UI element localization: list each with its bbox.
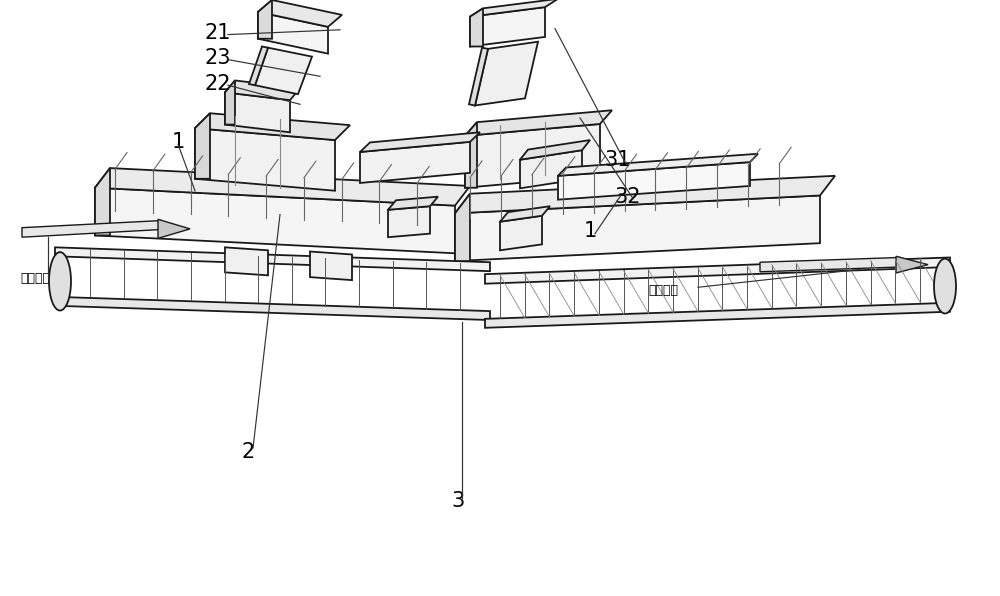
Polygon shape xyxy=(896,256,928,273)
Text: 23: 23 xyxy=(205,48,231,69)
Polygon shape xyxy=(55,247,490,271)
Text: 1: 1 xyxy=(171,132,185,152)
Polygon shape xyxy=(95,188,455,253)
Polygon shape xyxy=(465,110,612,136)
Polygon shape xyxy=(225,80,300,100)
Polygon shape xyxy=(465,124,600,188)
Polygon shape xyxy=(455,195,820,261)
Polygon shape xyxy=(258,0,272,39)
Polygon shape xyxy=(520,150,582,188)
Polygon shape xyxy=(455,194,470,261)
Text: 3: 3 xyxy=(451,491,465,511)
Polygon shape xyxy=(22,221,162,237)
Text: 32: 32 xyxy=(615,187,641,207)
Polygon shape xyxy=(470,7,545,46)
Polygon shape xyxy=(558,162,750,200)
Polygon shape xyxy=(195,113,350,140)
Ellipse shape xyxy=(934,259,956,313)
Polygon shape xyxy=(360,132,480,152)
Polygon shape xyxy=(195,128,335,191)
Polygon shape xyxy=(225,92,290,132)
Polygon shape xyxy=(158,219,190,238)
Polygon shape xyxy=(465,122,477,188)
Polygon shape xyxy=(469,48,488,105)
Polygon shape xyxy=(225,247,268,275)
Polygon shape xyxy=(258,0,342,27)
Polygon shape xyxy=(475,42,538,105)
Polygon shape xyxy=(470,0,558,17)
Polygon shape xyxy=(249,46,268,85)
Polygon shape xyxy=(195,113,210,179)
Polygon shape xyxy=(470,8,483,46)
Polygon shape xyxy=(255,48,312,94)
Text: 进料方向: 进料方向 xyxy=(20,272,50,285)
Text: 2: 2 xyxy=(241,442,255,462)
Polygon shape xyxy=(760,257,900,272)
Polygon shape xyxy=(95,168,110,235)
Polygon shape xyxy=(558,154,758,176)
Text: 出料方向: 出料方向 xyxy=(648,284,678,297)
Polygon shape xyxy=(225,80,235,125)
Polygon shape xyxy=(485,257,950,284)
Polygon shape xyxy=(500,216,542,250)
Text: 22: 22 xyxy=(205,74,231,94)
Polygon shape xyxy=(310,252,352,280)
Polygon shape xyxy=(258,12,328,54)
Polygon shape xyxy=(360,142,470,183)
Polygon shape xyxy=(520,140,590,160)
Polygon shape xyxy=(388,197,438,210)
Polygon shape xyxy=(485,303,950,328)
Text: 21: 21 xyxy=(205,23,231,43)
Polygon shape xyxy=(95,168,470,206)
Polygon shape xyxy=(55,297,490,320)
Polygon shape xyxy=(388,206,430,237)
Text: 1: 1 xyxy=(583,221,597,241)
Ellipse shape xyxy=(49,252,71,311)
Polygon shape xyxy=(455,176,835,213)
Text: 31: 31 xyxy=(605,150,631,170)
Polygon shape xyxy=(500,206,550,222)
